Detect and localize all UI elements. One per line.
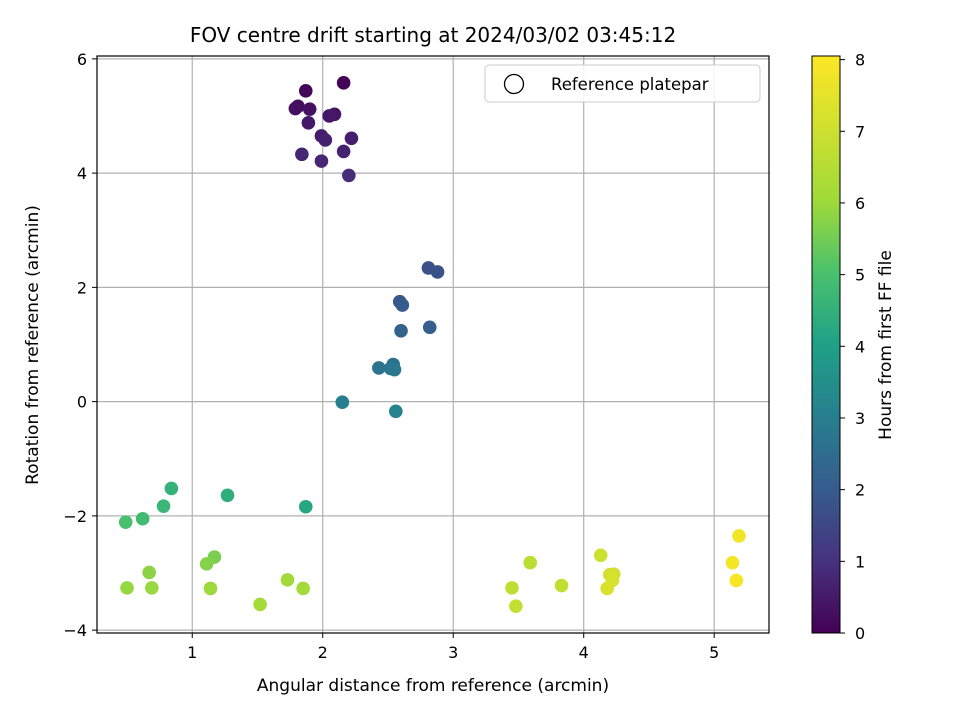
- data-point: [203, 581, 218, 596]
- data-point: [253, 597, 267, 612]
- data-points: [118, 76, 746, 613]
- y-tick-label: −4: [63, 621, 87, 640]
- data-point: [389, 404, 403, 419]
- data-point: [554, 578, 569, 593]
- data-point: [335, 395, 350, 410]
- x-tick-label: 3: [448, 643, 458, 662]
- y-tick-label: −2: [63, 507, 87, 526]
- x-tick-label: 1: [187, 643, 197, 662]
- data-point: [295, 147, 309, 162]
- data-point: [344, 131, 359, 146]
- data-point: [387, 362, 402, 377]
- data-point: [298, 499, 313, 514]
- data-point: [422, 320, 437, 335]
- y-tick-label: 2: [77, 278, 87, 297]
- data-point: [509, 599, 523, 613]
- colorbar: [811, 55, 841, 634]
- data-point: [314, 154, 329, 168]
- legend-marker-reference: [503, 73, 525, 95]
- data-point: [220, 488, 235, 503]
- x-axis-label: Angular distance from reference (arcmin): [257, 676, 609, 696]
- data-point: [725, 555, 740, 570]
- colorbar-tick-label: 2: [855, 481, 865, 500]
- data-point: [336, 144, 351, 159]
- colorbar-tick-label: 5: [855, 266, 865, 285]
- colorbar-tick-label: 4: [855, 337, 865, 356]
- x-tick-label: 2: [318, 643, 328, 662]
- data-point: [600, 581, 614, 596]
- data-point: [336, 76, 351, 90]
- data-point: [120, 581, 134, 595]
- data-point: [342, 168, 356, 183]
- data-point: [118, 515, 133, 529]
- data-point: [280, 573, 295, 587]
- data-point: [145, 581, 159, 595]
- x-tick-label: 5: [709, 643, 719, 662]
- colorbar-label: Hours from first FF file: [876, 250, 896, 440]
- y-tick-label: 4: [77, 164, 87, 183]
- grid-lines: [97, 56, 769, 633]
- data-point: [298, 84, 313, 98]
- data-point: [505, 581, 519, 595]
- colorbar-tick-label: 6: [855, 194, 865, 213]
- data-point: [164, 481, 179, 496]
- chart-title: FOV centre drift starting at 2024/03/02 …: [190, 23, 676, 47]
- legend: Reference platepar: [484, 64, 761, 103]
- data-point: [135, 511, 150, 526]
- x-axis-ticks: 1 2 3 4 5: [187, 633, 719, 662]
- data-point: [729, 573, 744, 588]
- data-point: [156, 499, 171, 513]
- data-point: [301, 116, 316, 130]
- colorbar-tick-label: 7: [855, 122, 865, 141]
- colorbar-tick-label: 8: [855, 51, 865, 70]
- data-point: [523, 555, 538, 570]
- data-point: [199, 557, 214, 571]
- y-tick-label: 6: [77, 50, 87, 69]
- legend-frame: [484, 64, 761, 103]
- data-point: [302, 102, 317, 116]
- legend-label-reference: Reference platepar: [551, 75, 709, 94]
- data-point: [593, 548, 608, 563]
- data-point: [322, 109, 337, 123]
- colorbar-tick-label: 0: [855, 624, 865, 643]
- y-axis-ticks: −4 −2 0 2 4 6: [63, 50, 97, 640]
- data-point: [318, 133, 333, 147]
- data-point: [430, 265, 445, 279]
- colorbar-ticks: 0 1 2 3 4 5 6 7 8: [840, 51, 865, 643]
- data-point: [296, 581, 310, 596]
- y-axis-label: Rotation from reference (arcmin): [23, 205, 43, 485]
- data-point: [142, 565, 156, 580]
- colorbar-tick-label: 3: [855, 409, 865, 428]
- x-tick-label: 4: [579, 643, 589, 662]
- plot-frame: [96, 55, 770, 634]
- y-tick-label: 0: [77, 393, 87, 412]
- data-point: [732, 529, 746, 543]
- data-point: [288, 101, 303, 116]
- colorbar-tick-label: 1: [855, 552, 865, 571]
- data-point: [394, 323, 408, 338]
- data-point: [372, 361, 386, 375]
- data-point: [395, 298, 410, 312]
